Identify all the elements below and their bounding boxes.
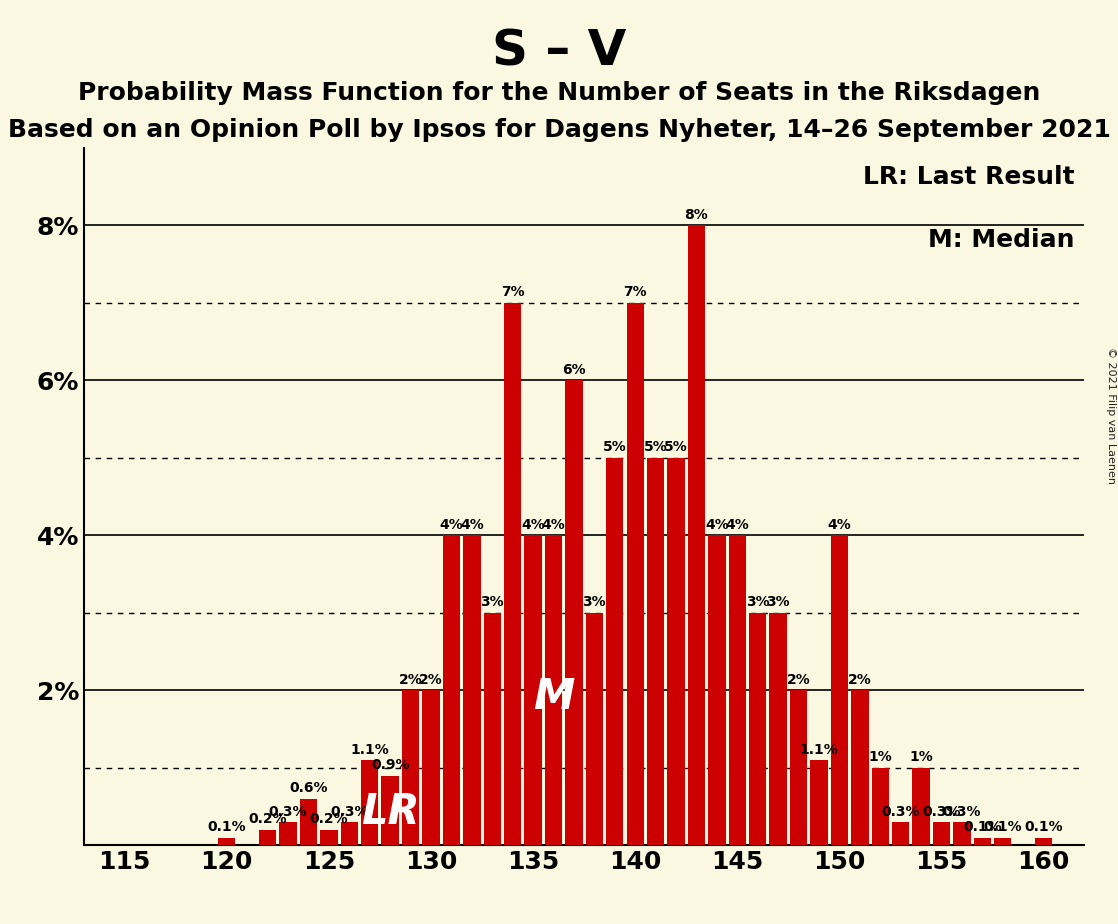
- Bar: [320, 830, 338, 845]
- Text: 2%: 2%: [847, 673, 872, 687]
- Bar: [544, 535, 562, 845]
- Text: 0.2%: 0.2%: [310, 812, 348, 826]
- Bar: [484, 613, 501, 845]
- Bar: [280, 822, 296, 845]
- Bar: [729, 535, 746, 845]
- Text: 0.3%: 0.3%: [268, 805, 307, 819]
- Bar: [341, 822, 358, 845]
- Bar: [1035, 838, 1052, 845]
- Bar: [361, 760, 378, 845]
- Bar: [606, 458, 624, 845]
- Text: 4%: 4%: [459, 518, 484, 532]
- Text: Based on an Opinion Poll by Ipsos for Dagens Nyheter, 14–26 September 2021: Based on an Opinion Poll by Ipsos for Da…: [8, 118, 1110, 142]
- Text: 7%: 7%: [624, 286, 647, 299]
- Bar: [831, 535, 849, 845]
- Bar: [259, 830, 276, 845]
- Text: 5%: 5%: [603, 441, 627, 455]
- Text: 0.6%: 0.6%: [290, 782, 328, 796]
- Bar: [300, 799, 318, 845]
- Text: 2%: 2%: [399, 673, 423, 687]
- Text: 0.2%: 0.2%: [248, 812, 287, 826]
- Text: 4%: 4%: [521, 518, 544, 532]
- Text: 3%: 3%: [766, 595, 790, 610]
- Bar: [524, 535, 542, 845]
- Bar: [954, 822, 970, 845]
- Text: 0.3%: 0.3%: [922, 805, 960, 819]
- Bar: [626, 303, 644, 845]
- Text: M: Median: M: Median: [928, 228, 1074, 252]
- Text: 1%: 1%: [909, 750, 932, 764]
- Bar: [708, 535, 726, 845]
- Text: 2%: 2%: [419, 673, 443, 687]
- Bar: [423, 690, 439, 845]
- Text: 0.1%: 0.1%: [208, 821, 246, 834]
- Bar: [974, 838, 991, 845]
- Bar: [851, 690, 869, 845]
- Bar: [443, 535, 461, 845]
- Text: 5%: 5%: [644, 441, 667, 455]
- Text: 4%: 4%: [439, 518, 463, 532]
- Bar: [463, 535, 481, 845]
- Text: 3%: 3%: [481, 595, 504, 610]
- Text: 2%: 2%: [787, 673, 811, 687]
- Bar: [912, 768, 930, 845]
- Bar: [749, 613, 767, 845]
- Text: 4%: 4%: [541, 518, 566, 532]
- Bar: [566, 381, 582, 845]
- Bar: [401, 690, 419, 845]
- Bar: [218, 838, 236, 845]
- Text: 7%: 7%: [501, 286, 524, 299]
- Bar: [769, 613, 787, 845]
- Bar: [811, 760, 827, 845]
- Text: 0.1%: 0.1%: [984, 821, 1022, 834]
- Text: 0.3%: 0.3%: [330, 805, 369, 819]
- Bar: [872, 768, 889, 845]
- Text: 4%: 4%: [827, 518, 851, 532]
- Text: 3%: 3%: [582, 595, 606, 610]
- Bar: [932, 822, 950, 845]
- Bar: [667, 458, 684, 845]
- Bar: [381, 776, 399, 845]
- Text: Probability Mass Function for the Number of Seats in the Riksdagen: Probability Mass Function for the Number…: [78, 81, 1040, 105]
- Text: 5%: 5%: [664, 441, 688, 455]
- Bar: [504, 303, 521, 845]
- Text: 0.9%: 0.9%: [371, 759, 409, 772]
- Text: 0.3%: 0.3%: [942, 805, 982, 819]
- Text: 0.3%: 0.3%: [881, 805, 920, 819]
- Bar: [994, 838, 1012, 845]
- Bar: [647, 458, 664, 845]
- Text: 1%: 1%: [869, 750, 892, 764]
- Text: 1.1%: 1.1%: [799, 743, 838, 757]
- Text: M: M: [533, 675, 575, 718]
- Text: LR: LR: [361, 791, 419, 833]
- Bar: [586, 613, 603, 845]
- Text: 1.1%: 1.1%: [350, 743, 389, 757]
- Text: 4%: 4%: [726, 518, 749, 532]
- Text: 6%: 6%: [562, 363, 586, 377]
- Text: 0.1%: 0.1%: [1024, 821, 1063, 834]
- Bar: [790, 690, 807, 845]
- Text: S – V: S – V: [492, 28, 626, 76]
- Text: © 2021 Filip van Laenen: © 2021 Filip van Laenen: [1107, 347, 1116, 484]
- Text: 8%: 8%: [684, 208, 709, 222]
- Text: 4%: 4%: [705, 518, 729, 532]
- Text: 0.1%: 0.1%: [963, 821, 1002, 834]
- Bar: [688, 225, 705, 845]
- Text: 3%: 3%: [746, 595, 769, 610]
- Bar: [892, 822, 909, 845]
- Text: LR: Last Result: LR: Last Result: [863, 165, 1074, 189]
